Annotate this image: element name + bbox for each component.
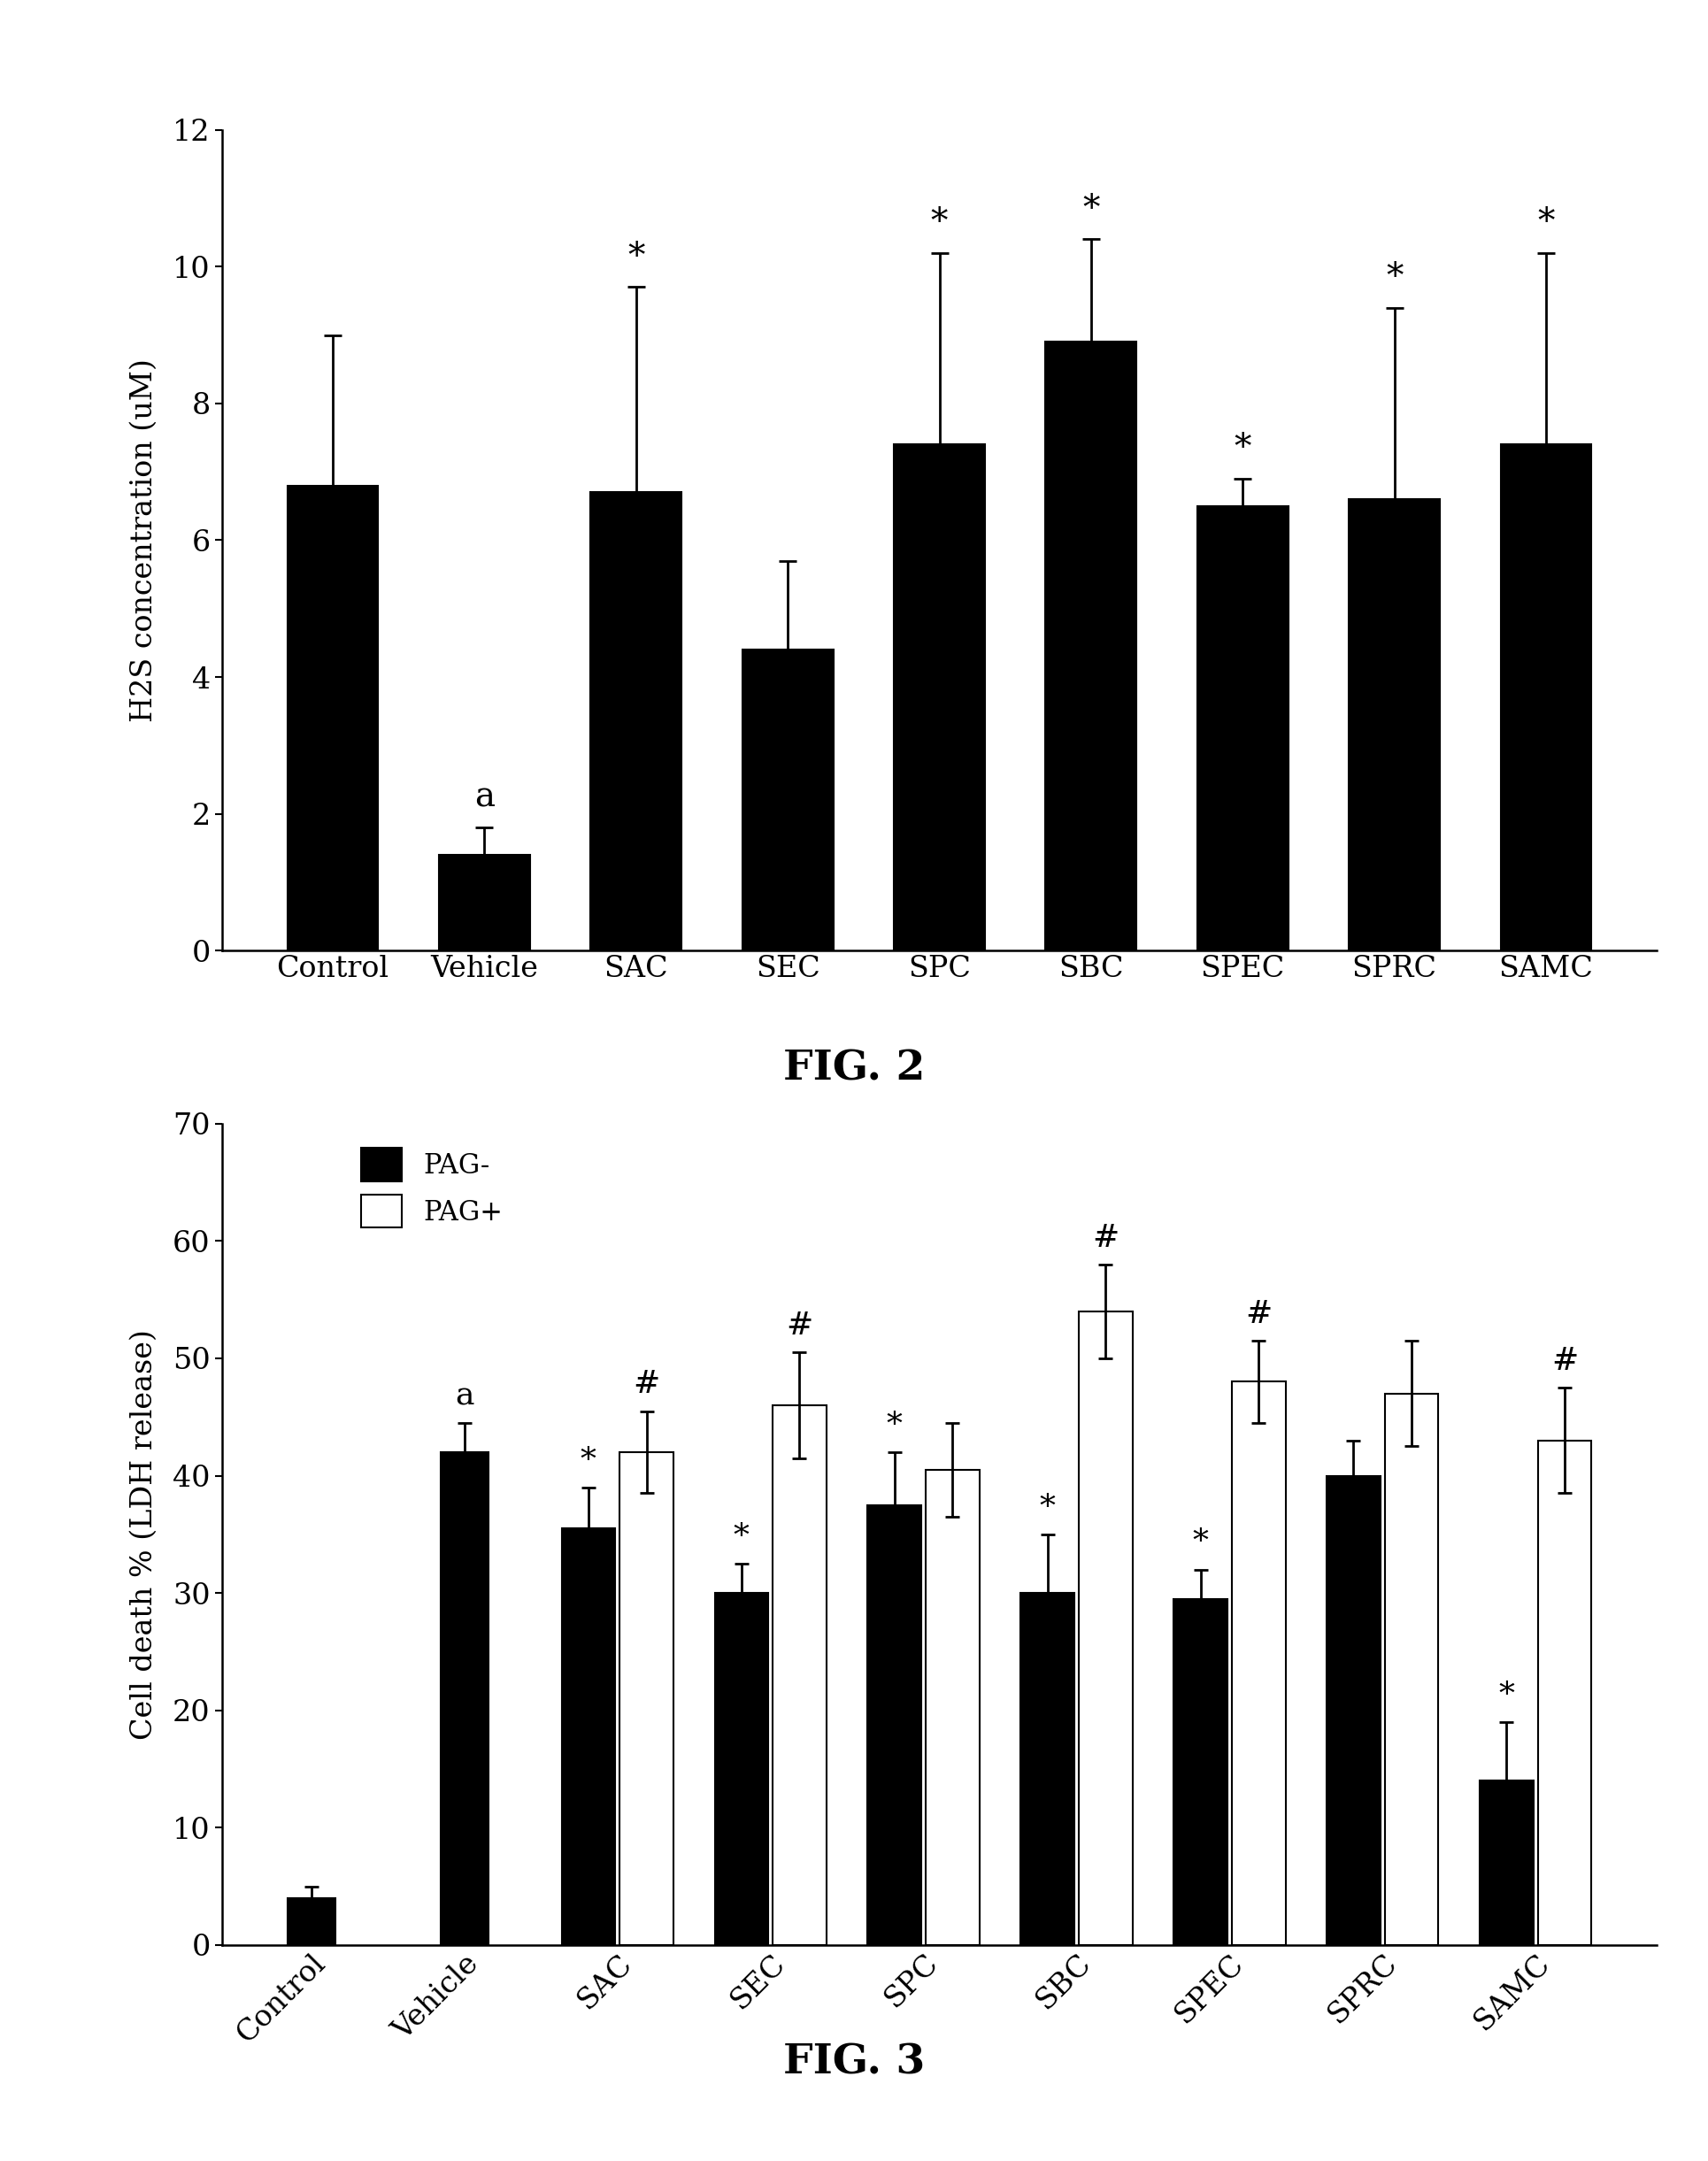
Text: *: *: [733, 1521, 750, 1552]
Bar: [1501, 445, 1592, 951]
Text: *: *: [886, 1411, 902, 1441]
Bar: [287, 1897, 335, 1945]
Text: FIG. 3: FIG. 3: [782, 2042, 926, 2083]
Bar: [1021, 1593, 1074, 1945]
Bar: [1537, 1441, 1592, 1945]
Text: a: a: [475, 782, 495, 815]
Text: *: *: [627, 240, 644, 272]
Text: FIG. 2: FIG. 2: [782, 1048, 926, 1089]
Text: *: *: [1537, 207, 1554, 240]
Bar: [772, 1405, 827, 1945]
Text: *: *: [1498, 1681, 1515, 1709]
Bar: [562, 1528, 615, 1945]
Legend: PAG-, PAG+: PAG-, PAG+: [350, 1137, 514, 1238]
Text: *: *: [1235, 432, 1252, 465]
Text: #: #: [1551, 1346, 1578, 1377]
Y-axis label: H2S concentration (uM): H2S concentration (uM): [130, 359, 157, 722]
Bar: [714, 1593, 769, 1945]
Bar: [620, 1452, 673, 1945]
Bar: [287, 486, 377, 951]
Text: *: *: [1040, 1493, 1056, 1524]
Text: #: #: [1091, 1223, 1119, 1253]
Bar: [1231, 1381, 1286, 1945]
Text: *: *: [1385, 261, 1402, 294]
Text: *: *: [581, 1446, 596, 1476]
Text: #: #: [1245, 1299, 1272, 1329]
Bar: [1079, 1312, 1132, 1945]
Text: a: a: [454, 1381, 473, 1411]
Bar: [1327, 1476, 1380, 1945]
Bar: [1173, 1599, 1228, 1945]
Bar: [1349, 499, 1440, 951]
Text: #: #: [634, 1370, 659, 1400]
Bar: [1045, 341, 1136, 951]
Bar: [441, 1452, 488, 1945]
Bar: [926, 1469, 979, 1945]
Bar: [743, 650, 834, 951]
Text: #: #: [786, 1312, 813, 1340]
Bar: [868, 1504, 921, 1945]
Bar: [893, 445, 986, 951]
Bar: [591, 493, 681, 951]
Text: *: *: [1083, 192, 1100, 225]
Bar: [439, 856, 529, 951]
Bar: [1197, 506, 1288, 951]
Bar: [1385, 1394, 1438, 1945]
Text: *: *: [931, 207, 948, 240]
Y-axis label: Cell death % (LDH release): Cell death % (LDH release): [130, 1329, 157, 1740]
Text: *: *: [1192, 1528, 1209, 1558]
Bar: [1479, 1781, 1534, 1945]
